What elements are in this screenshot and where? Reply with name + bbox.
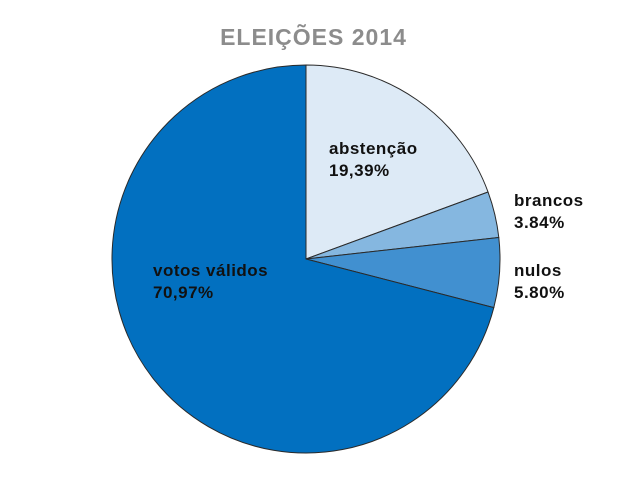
slice-value: 19,39% xyxy=(329,161,390,180)
slice-label-votos-validos: votos válidos 70,97% xyxy=(153,260,268,304)
pie-slice-votos-validos xyxy=(111,64,495,454)
slice-name: nulos xyxy=(514,261,562,280)
slice-name: votos válidos xyxy=(153,261,269,280)
slice-value: 70,97% xyxy=(153,283,214,302)
slice-value: 5.80% xyxy=(514,283,565,302)
slice-label-nulos: nulos 5.80% xyxy=(514,260,565,304)
slice-label-abstencao: abstenção 19,39% xyxy=(329,138,418,182)
slice-value: 3.84% xyxy=(514,213,565,232)
pie-slice-abstencao xyxy=(305,64,489,260)
chart-title: ELEIÇÕES 2014 xyxy=(220,24,407,50)
slice-label-brancos: brancos 3.84% xyxy=(514,190,584,234)
slice-name: abstenção xyxy=(329,139,418,158)
slice-name: brancos xyxy=(514,191,584,210)
